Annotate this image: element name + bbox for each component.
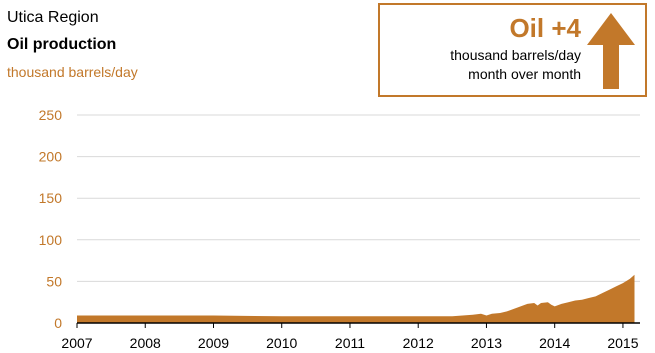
x-tick-label: 2008 [130,335,161,351]
x-tick-label: 2011 [335,335,365,351]
callout-unit: thousand barrels/day [450,47,581,63]
callout-period: month over month [468,66,581,82]
y-tick-label: 0 [54,315,62,331]
y-tick-label: 50 [46,273,62,289]
up-arrow-icon [587,13,635,89]
x-tick-label: 2014 [539,335,570,351]
oil-production-area [77,274,635,323]
chart-title: Oil production [7,36,117,53]
change-callout: Oil +4 thousand barrels/day month over m… [378,3,647,97]
x-tick-label: 2009 [198,335,229,351]
x-tick-label: 2015 [607,335,638,351]
callout-headline: Oil +4 [509,13,581,43]
y-tick-label: 200 [39,149,63,165]
region-label: Utica Region [7,9,99,26]
y-tick-label: 150 [39,190,63,206]
x-tick-label: 2010 [266,335,297,351]
x-tick-label: 2013 [471,335,502,351]
y-tick-label: 250 [39,107,63,123]
x-tick-label: 2007 [61,335,92,351]
y-tick-label: 100 [39,232,63,248]
unit-label: thousand barrels/day [7,64,138,80]
x-tick-label: 2012 [403,335,434,351]
